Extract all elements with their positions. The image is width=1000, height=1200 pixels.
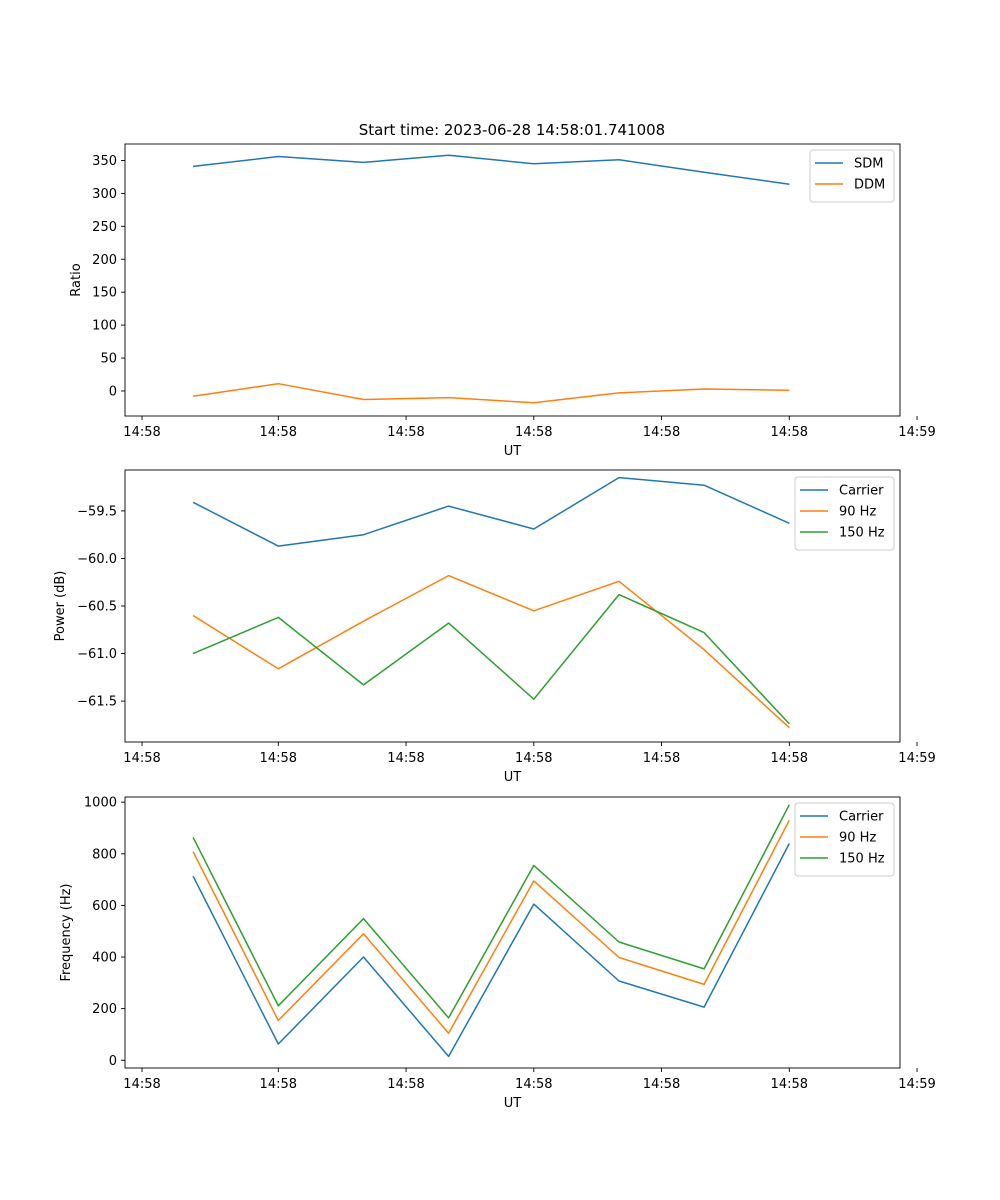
legend-label: 150 Hz	[839, 852, 885, 867]
y-axis-label: Frequency (Hz)	[59, 883, 74, 981]
x-tick-label: 14:58	[387, 1077, 424, 1092]
y-tick-label: 50	[100, 352, 117, 367]
y-tick-label: −61.0	[77, 647, 117, 662]
x-tick-label: 14:58	[643, 425, 680, 440]
series-line-150-hz	[192, 804, 790, 1019]
x-tick-label: 14:59	[898, 1077, 935, 1092]
y-tick-label: 200	[92, 1002, 117, 1017]
legend: Carrier 90 Hz 150 Hz	[794, 476, 895, 551]
chart-panel-1: 14:58 14:58 14:58 14:58 14:58 14:58 14:59 0 50 10…	[69, 143, 936, 459]
y-tick-label: 800	[92, 847, 117, 862]
axes-frame	[124, 796, 901, 1069]
y-tick-label: 0	[109, 1054, 117, 1069]
y-tick-label: 1000	[84, 796, 117, 811]
x-tick-label: 14:58	[260, 425, 297, 440]
axes-frame	[124, 143, 901, 417]
x-tick-label: 14:58	[515, 425, 552, 440]
series-line-150-hz	[192, 593, 790, 725]
x-tick-label: 14:58	[260, 751, 297, 766]
x-tick-label: 14:58	[123, 425, 160, 440]
y-tick-label: −61.5	[77, 695, 117, 710]
legend-label: DDM	[854, 178, 885, 193]
y-tick-label: 600	[92, 899, 117, 914]
y-tick-label: 0	[109, 384, 117, 399]
legend: Carrier 90 Hz 150 Hz	[794, 802, 895, 877]
legend-label: Carrier	[839, 810, 884, 825]
y-tick-label: −60.0	[77, 552, 117, 567]
y-tick-label: −59.5	[77, 504, 117, 519]
plots: 14:58 14:58 14:58 14:58 14:58 14:58 14:59 0 50 10…	[53, 143, 936, 1111]
x-tick-label: 14:59	[898, 751, 935, 766]
x-tick-label: 14:58	[643, 1077, 680, 1092]
x-tick-label: 14:58	[387, 751, 424, 766]
x-tick-label: 14:58	[260, 1077, 297, 1092]
series-line-sdm	[193, 154, 790, 185]
x-axis-label: UT	[504, 444, 522, 459]
x-tick-label: 14:58	[771, 425, 808, 440]
axes-frame	[124, 469, 901, 743]
y-axis-label: Ratio	[69, 263, 84, 296]
x-tick-label: 14:58	[515, 1077, 552, 1092]
x-tick-label: 14:58	[771, 751, 808, 766]
x-tick-label: 14:58	[387, 425, 424, 440]
legend-label: 90 Hz	[839, 505, 876, 520]
series-line-90-hz	[192, 819, 790, 1034]
y-tick-label: 100	[92, 319, 117, 334]
chart-panel-2: 14:58 14:58 14:58 14:58 14:58 14:58 14:59 −59.5…	[53, 469, 936, 785]
y-tick-label: 200	[92, 253, 117, 268]
x-tick-label: 14:58	[123, 751, 160, 766]
legend-label: SDM	[854, 157, 883, 172]
y-tick-label: 350	[92, 154, 117, 169]
series-line-carrier	[192, 843, 790, 1058]
y-tick-label: 400	[92, 951, 117, 966]
y-tick-label: 150	[92, 286, 117, 301]
series-line-carrier	[192, 476, 790, 547]
x-axis-label: UT	[504, 770, 522, 785]
y-axis-label: Power (dB)	[53, 571, 68, 642]
legend-label: 90 Hz	[839, 831, 876, 846]
figure-title: Start time: 2023-06-28 14:58:01.741008	[359, 121, 665, 139]
y-tick-label: 250	[92, 220, 117, 235]
x-tick-label: 14:58	[515, 751, 552, 766]
series-line-90-hz	[192, 574, 790, 729]
series-line-ddm	[192, 382, 790, 404]
legend: SDM DDM	[809, 149, 895, 203]
y-tick-label: 300	[92, 187, 117, 202]
y-tick-label: −60.5	[77, 600, 117, 615]
legend-label: Carrier	[839, 484, 884, 499]
x-axis-label: UT	[504, 1096, 522, 1111]
x-tick-label: 14:58	[123, 1077, 160, 1092]
chart-panel-3: 14:58 14:58 14:58 14:58 14:58 14:58 14:59 0 200 4…	[59, 796, 936, 1111]
x-tick-label: 14:59	[898, 425, 935, 440]
x-tick-label: 14:58	[643, 751, 680, 766]
legend-label: 150 Hz	[839, 526, 885, 541]
x-tick-label: 14:58	[771, 1077, 808, 1092]
